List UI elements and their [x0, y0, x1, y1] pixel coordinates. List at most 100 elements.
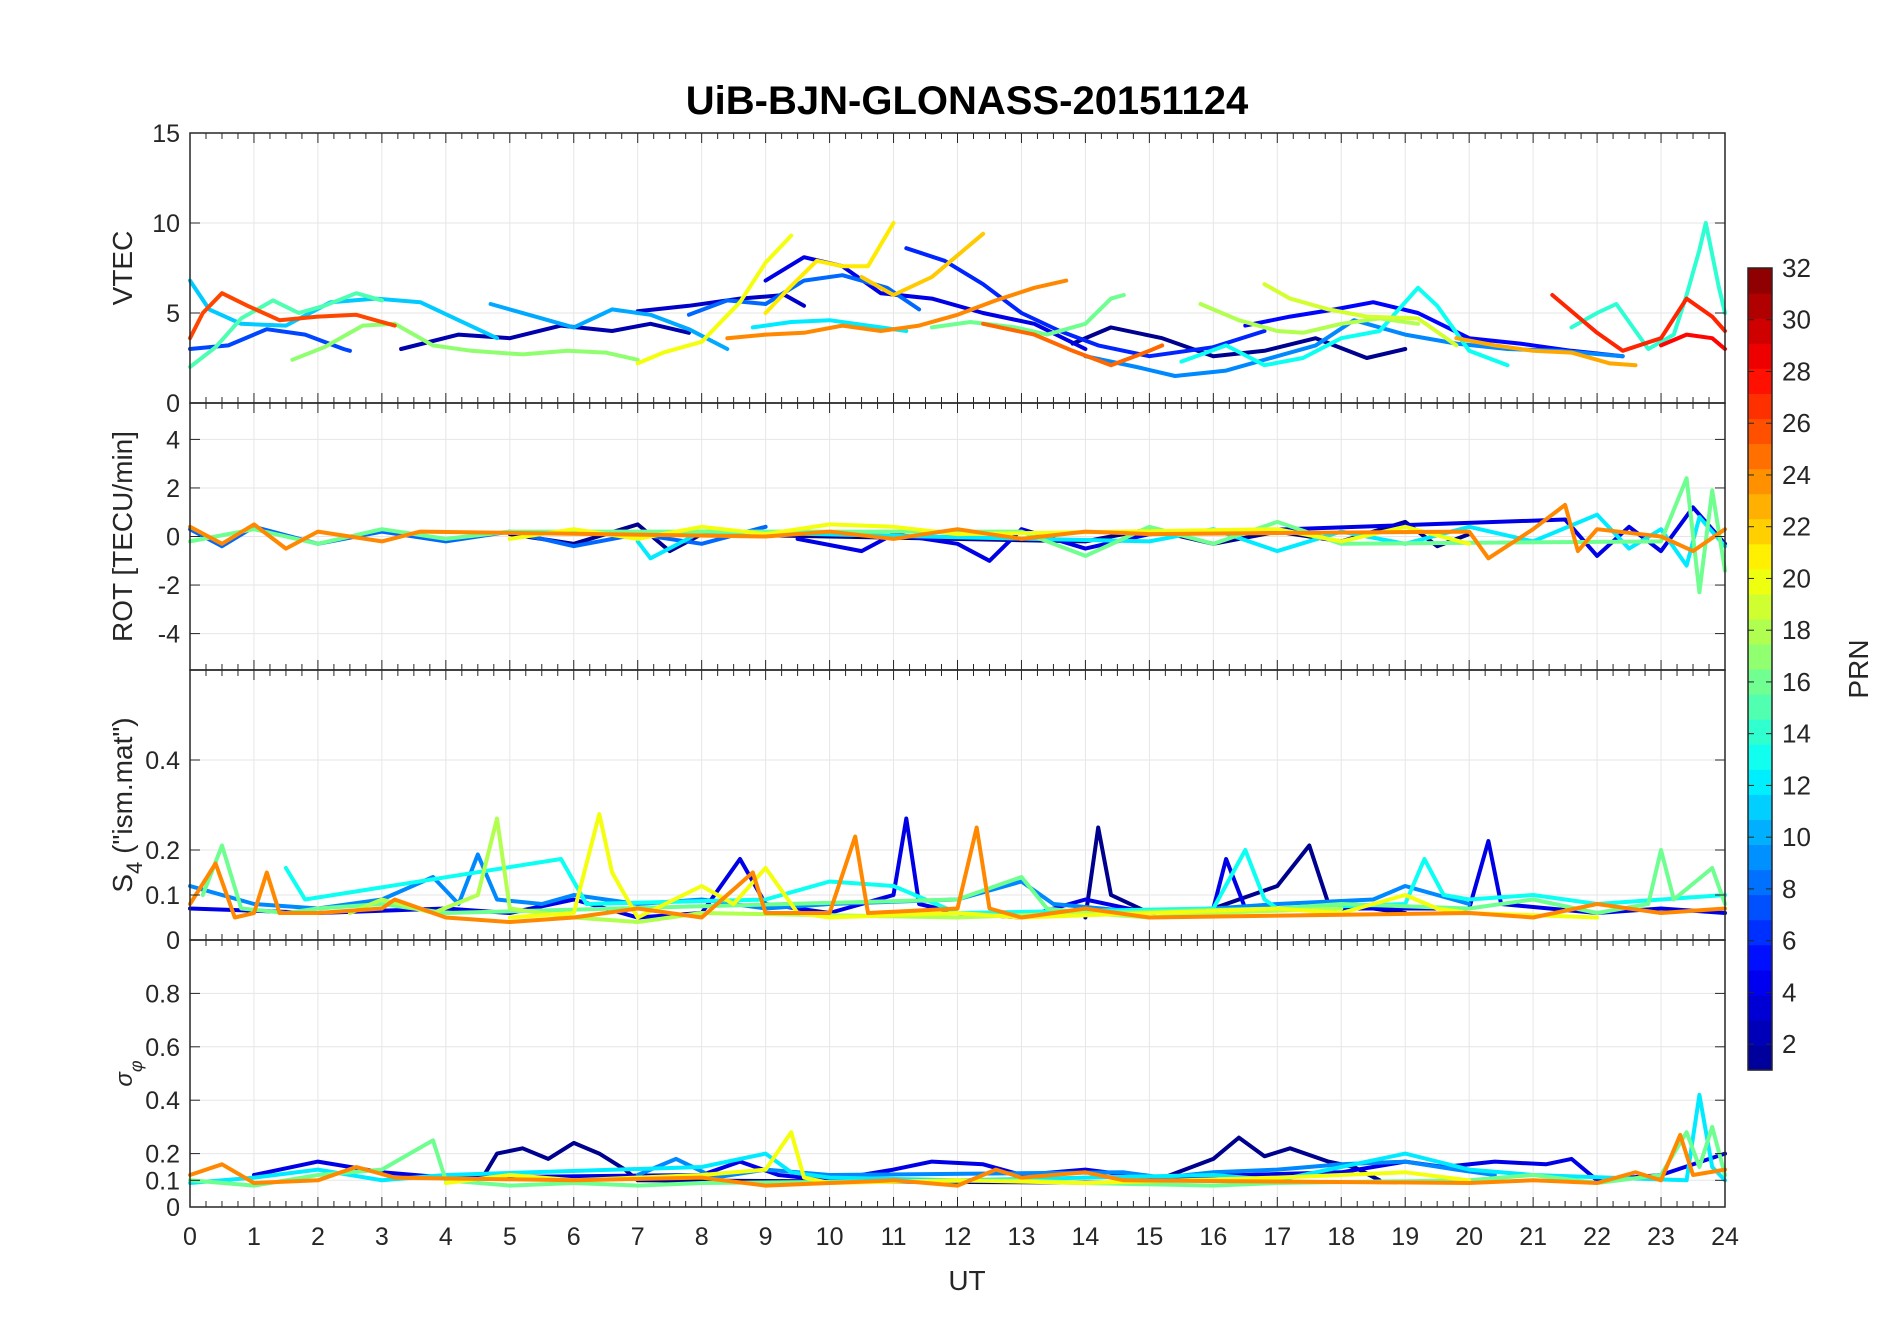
colorbar-tick-label: 12 [1782, 770, 1811, 800]
series-line-prn-22 [859, 231, 986, 297]
colorbar-tick-label: 10 [1782, 822, 1811, 852]
series-line-prn-14 [1569, 221, 1727, 351]
colorbar-band [1748, 643, 1772, 670]
series-line-prn-28 [1659, 332, 1727, 351]
y-axis-label-vtec: VTEC [107, 231, 138, 306]
series-line-prn-7 [188, 327, 352, 353]
x-tick-label: 5 [503, 1223, 517, 1251]
x-tick-label: 12 [944, 1223, 972, 1251]
colorbar-band [1748, 343, 1772, 369]
x-tick-label: 8 [695, 1223, 709, 1251]
series-line-prn-10 [488, 302, 730, 351]
series-group-s4 [188, 812, 1727, 924]
x-tick-label: 24 [1711, 1223, 1739, 1251]
colorbar-tick-label: 4 [1782, 977, 1796, 1007]
x-tick-label: 19 [1391, 1223, 1419, 1251]
series-line-prn-25 [981, 321, 1165, 368]
ticks-s4: 0 0.1 0.2 0.4 [145, 670, 1726, 955]
x-tick-label: 18 [1327, 1223, 1355, 1251]
y-tick-label: 15 [152, 120, 180, 148]
colorbar-tick-label: 16 [1782, 667, 1811, 697]
ticks-sigma: 00.10.2 0.4 0.6 0.8 [145, 940, 1726, 1222]
x-tick-label: 0 [183, 1223, 197, 1251]
colorbar-band [1748, 468, 1772, 495]
y-tick-label: -2 [158, 572, 180, 600]
colorbar-band [1748, 719, 1772, 745]
colorbar-tick-label: 28 [1782, 356, 1811, 386]
colorbar-band [1748, 694, 1772, 720]
series-line-prn-8 [686, 273, 922, 317]
colorbar-tick-label: 26 [1782, 408, 1811, 438]
colorbar-band [1748, 819, 1772, 846]
y-tick-label: 4 [166, 426, 180, 454]
x-tick-label: 17 [1263, 1223, 1291, 1251]
series-line-prn-16 [188, 476, 1727, 595]
series-line-prn-26 [188, 291, 397, 341]
colorbar-tick-label: 22 [1782, 512, 1811, 542]
series-group-sigma [188, 1092, 1727, 1188]
x-tick-label: 20 [1455, 1223, 1483, 1251]
panel-rot: -4 -2 0 2 4 ROT [TECU/min] [107, 402, 1727, 671]
x-tick-label: 16 [1199, 1223, 1227, 1251]
series-line-prn-24 [188, 1132, 1727, 1188]
series-line-prn-24 [725, 278, 1069, 341]
colorbar-band [1748, 393, 1772, 419]
panel-sigma: 00.10.2 0.4 0.6 0.8 σφ [111, 939, 1727, 1222]
x-tick-label: 11 [881, 1223, 907, 1251]
colorbar-band [1748, 869, 1772, 896]
colorbar-band [1748, 1019, 1772, 1046]
series-line-prn-4 [763, 255, 1088, 351]
x-tick-label: 21 [1519, 1223, 1547, 1251]
panel-s4: 0 0.1 0.2 0.4S4 ("ism.mat") [107, 669, 1727, 955]
y-tick-label: 0.1 [145, 882, 180, 910]
x-tick-label: 14 [1072, 1223, 1100, 1251]
y-tick-label: 0.2 [145, 837, 180, 865]
y-tick-label: -4 [158, 621, 180, 649]
series-line-prn-20 [635, 233, 794, 366]
chart-title: UiB-BJN-GLONASS-20151124 [686, 79, 1249, 123]
x-tick-label: 22 [1583, 1223, 1611, 1251]
series-line-prn-24 [188, 825, 1727, 924]
x-tick-label: 6 [567, 1223, 581, 1251]
colorbar-band [1748, 744, 1772, 770]
colorbar-tick-label: 32 [1782, 253, 1811, 283]
series-line-prn-27 [1550, 293, 1727, 353]
y-axis-label-s4: S4 ("ism.mat") [107, 717, 147, 892]
colorbar-band [1748, 794, 1772, 820]
ticks-rot: -4 -2 0 2 4 [158, 403, 1726, 670]
colorbar-band [1748, 994, 1772, 1021]
series-line-prn-5 [1243, 300, 1625, 359]
series-line-prn-15 [188, 291, 384, 369]
series-line-prn-16 [929, 293, 1126, 337]
series-line-prn-20 [507, 522, 1472, 546]
x-tick-label: 4 [439, 1223, 453, 1251]
series-line-prn-13 [1179, 285, 1510, 368]
colorbar-band [1748, 443, 1772, 470]
x-tick-label: 13 [1008, 1223, 1036, 1251]
y-tick-label: 0.4 [145, 747, 180, 775]
colorbar-band [1748, 618, 1772, 645]
colorbar-tick-label: 2 [1782, 1029, 1796, 1059]
colorbar-band [1748, 293, 1772, 319]
series-line-prn-12 [750, 318, 909, 333]
x-axis-label: UT [948, 1265, 985, 1296]
y-tick-label: 0.4 [145, 1087, 180, 1115]
y-tick-label: 10 [152, 210, 180, 238]
y-tick-label: 0 [166, 524, 180, 552]
colorbar-band [1748, 318, 1772, 344]
colorbar-tick-label: 30 [1782, 305, 1811, 335]
x-tick-label: 3 [375, 1223, 389, 1251]
colorbar-tick-label: 18 [1782, 615, 1811, 645]
series-group-rot [188, 476, 1727, 595]
colorbar-band [1748, 543, 1772, 570]
colorbar-tick-label: 24 [1782, 460, 1811, 490]
y-tick-label: 0 [166, 927, 180, 955]
series-line-prn-17 [290, 321, 640, 362]
colorbar-band [1748, 969, 1772, 996]
colorbar-tick-label: 14 [1782, 719, 1811, 749]
colorbar-label: PRN [1843, 639, 1874, 698]
colorbar-tick-label: 20 [1782, 563, 1811, 593]
x-tick-label: 7 [631, 1223, 645, 1251]
